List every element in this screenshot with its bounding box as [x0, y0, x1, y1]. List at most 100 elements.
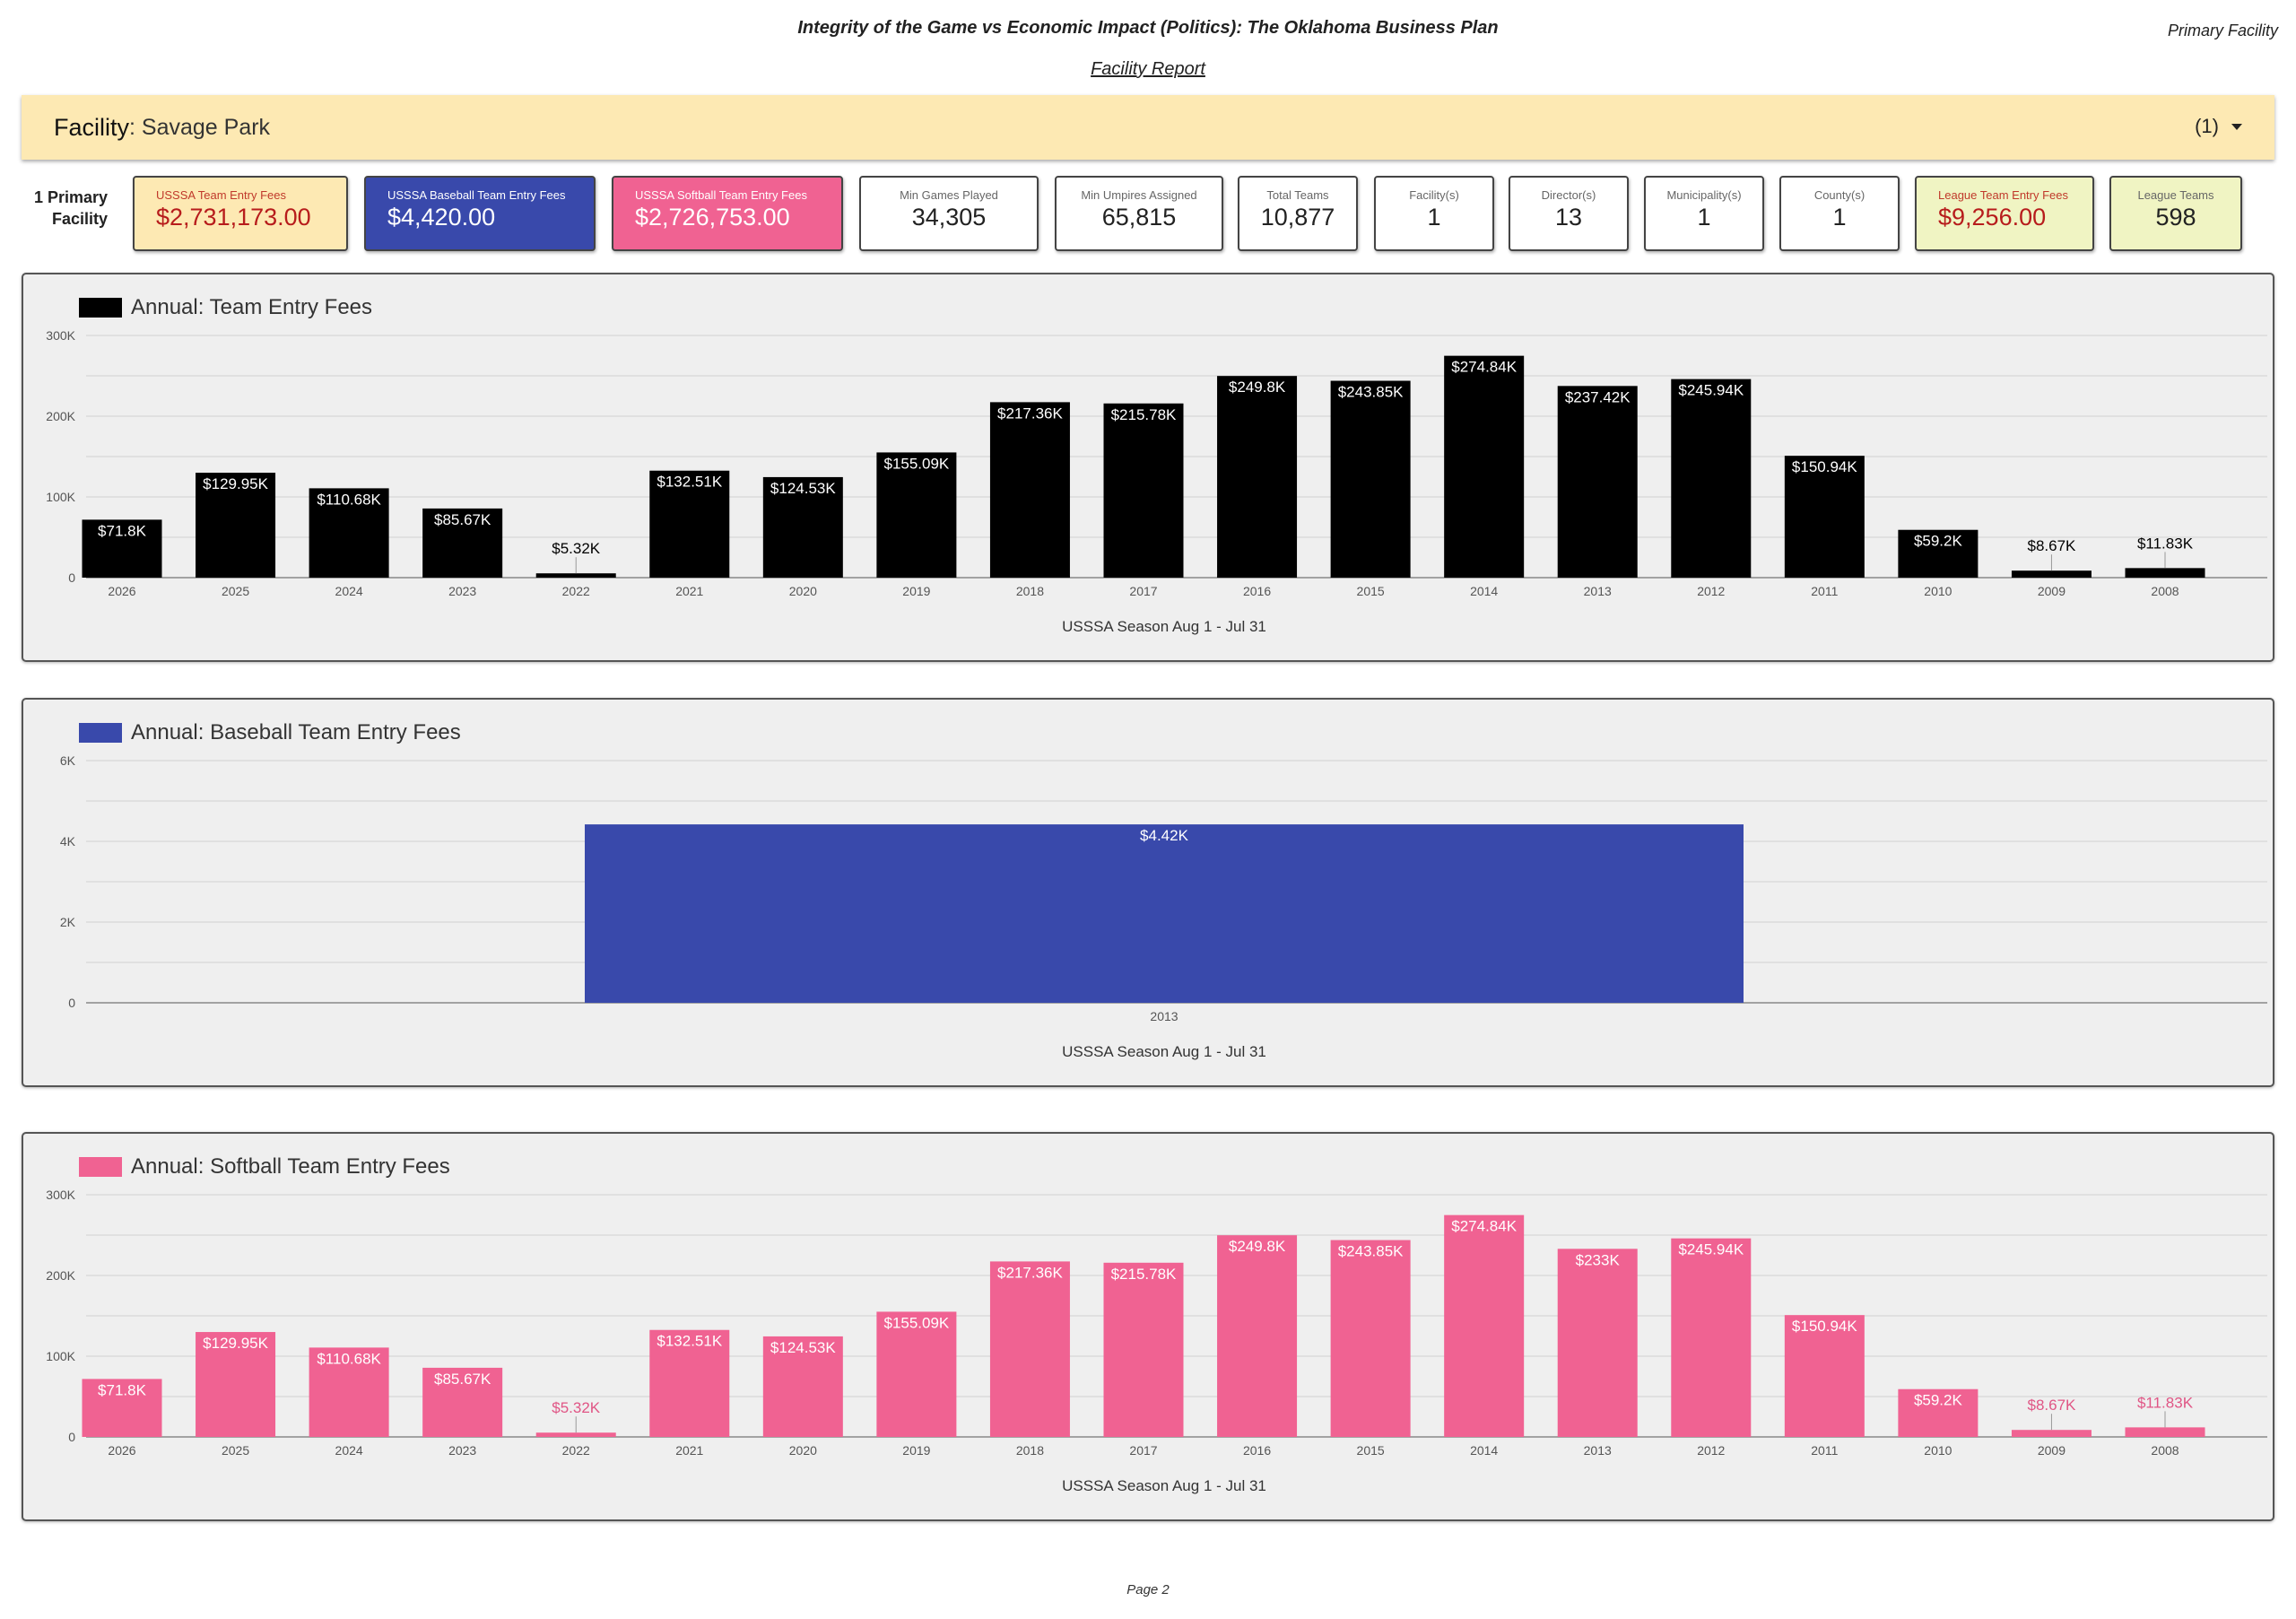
bar[interactable] [1671, 1238, 1752, 1437]
chart-svg: Annual: Baseball Team Entry Fees 0 2K 4K 6K $… [60, 720, 2267, 1060]
x-tick-label: 2023 [448, 584, 476, 598]
facility-filter-bar[interactable]: Facility: Savage Park (1) [22, 95, 2274, 160]
x-tick-label: 2014 [1470, 1443, 1498, 1458]
bar[interactable] [1330, 1240, 1411, 1437]
x-tick-label: 2024 [335, 584, 363, 598]
bar[interactable] [649, 1329, 730, 1437]
bar[interactable] [1444, 355, 1525, 578]
kpi-value: $2,731,173.00 [156, 204, 311, 231]
bar[interactable] [1557, 386, 1638, 578]
data-label: $155.09K [883, 455, 949, 472]
bar[interactable] [989, 1261, 1070, 1437]
kpi-card[interactable]: Min Umpires Assigned 65,815 [1055, 176, 1223, 251]
y-tick-label: 200K [46, 1268, 75, 1283]
chart-svg: Annual: Softball Team Entry Fees 0 100K 200… [46, 1154, 2267, 1494]
facility-filter-value: : Savage Park [129, 114, 271, 140]
bar[interactable] [2125, 1427, 2205, 1437]
x-tick-label: 2023 [448, 1443, 476, 1458]
x-tick-label: 2021 [675, 1443, 703, 1458]
data-label: $132.51K [657, 1333, 722, 1350]
data-label: $110.68K [317, 1350, 381, 1367]
bar[interactable] [1784, 456, 1865, 578]
data-label: $59.2K [1914, 533, 1963, 550]
kpi-card[interactable]: League Teams 598 [2109, 176, 2242, 251]
facility-dropdown[interactable]: (1) [2195, 115, 2242, 138]
kpi-card[interactable]: Director(s) 13 [1509, 176, 1629, 251]
y-tick-label: 300K [46, 1188, 75, 1202]
bar[interactable] [535, 1432, 616, 1437]
bar[interactable] [196, 473, 276, 578]
data-label: $237.42K [1565, 388, 1631, 405]
bar[interactable] [649, 470, 730, 578]
data-label: $59.2K [1914, 1392, 1963, 1409]
x-tick-label: 2019 [902, 584, 930, 598]
bar[interactable] [535, 573, 616, 578]
bar[interactable] [1898, 529, 1979, 578]
bar[interactable] [1444, 1214, 1525, 1437]
data-label: $233K [1576, 1251, 1621, 1268]
x-axis-label: USSSA Season Aug 1 - Jul 31 [1062, 618, 1266, 635]
kpi-card[interactable]: Municipality(s) 1 [1644, 176, 1764, 251]
data-label: $11.83K [2137, 1394, 2194, 1411]
kpi-card[interactable]: Facility(s) 1 [1374, 176, 1494, 251]
data-label: $11.83K [2137, 535, 2194, 552]
bar[interactable] [82, 1379, 162, 1437]
facility-filter-label: Facility [54, 113, 130, 141]
bar[interactable] [585, 824, 1744, 1003]
data-label: $217.36K [997, 1264, 1063, 1281]
kpi-value: $9,256.00 [1938, 204, 2047, 231]
y-tick-label: 300K [46, 328, 75, 343]
y-tick-label: 0 [68, 1430, 75, 1444]
caret-down-icon[interactable] [2231, 123, 2242, 130]
bar[interactable] [1898, 1388, 1979, 1437]
kpi-row-label-line1: 1 Primary [33, 188, 108, 206]
bar[interactable] [876, 452, 957, 578]
data-label: $245.94K [1678, 1241, 1744, 1258]
bar[interactable] [876, 1311, 957, 1437]
kpi-card[interactable]: USSSA Team Entry Fees $2,731,173.00 [133, 176, 348, 251]
bar[interactable] [2011, 1430, 2092, 1437]
chart-title: Annual: Baseball Team Entry Fees [131, 720, 461, 744]
bar[interactable] [309, 1347, 389, 1437]
bar[interactable] [1217, 1235, 1298, 1437]
x-tick-label: 2010 [1924, 1443, 1952, 1458]
x-axis-label: USSSA Season Aug 1 - Jul 31 [1062, 1477, 1266, 1494]
bar[interactable] [1671, 379, 1752, 578]
kpi-value: 34,305 [911, 204, 987, 231]
kpi-card[interactable]: County(s) 1 [1779, 176, 1900, 251]
bar[interactable] [422, 508, 503, 578]
kpi-card[interactable]: Min Games Played 34,305 [859, 176, 1039, 251]
bar[interactable] [1784, 1315, 1865, 1437]
bar[interactable] [309, 488, 389, 578]
report-subtitle[interactable]: Facility Report [1091, 59, 1205, 79]
legend-swatch [79, 1157, 122, 1177]
bar[interactable] [762, 1336, 843, 1437]
chart-svg: Annual: Team Entry Fees 0 100K 200K 300K $71.… [46, 295, 2267, 635]
bar[interactable] [1330, 380, 1411, 578]
kpi-card[interactable]: Total Teams 10,877 [1238, 176, 1358, 251]
bar[interactable] [2125, 568, 2205, 578]
x-tick-label: 2013 [1584, 584, 1612, 598]
x-tick-label: 2008 [2151, 1443, 2179, 1458]
bar[interactable] [422, 1367, 503, 1437]
data-label: $85.67K [434, 511, 491, 528]
kpi-card[interactable]: USSSA Softball Team Entry Fees $2,726,753… [612, 176, 843, 251]
bar[interactable] [1103, 403, 1184, 578]
data-label: $215.78K [1111, 406, 1177, 423]
data-label: $124.53K [770, 1339, 836, 1356]
bar[interactable] [989, 402, 1070, 578]
data-label: $215.78K [1111, 1266, 1177, 1283]
x-tick-label: 2011 [1811, 584, 1838, 598]
data-label: $8.67K [2027, 1397, 2076, 1414]
bar[interactable] [2011, 570, 2092, 578]
bar[interactable] [1557, 1249, 1638, 1437]
bar[interactable] [762, 476, 843, 578]
kpi-card[interactable]: League Team Entry Fees $9,256.00 [1915, 176, 2094, 251]
bar[interactable] [1103, 1262, 1184, 1437]
bar[interactable] [196, 1332, 276, 1437]
x-tick-label: 2024 [335, 1443, 363, 1458]
kpi-card[interactable]: USSSA Baseball Team Entry Fees $4,420.00 [364, 176, 596, 251]
kpi-label: USSSA Baseball Team Entry Fees [387, 188, 566, 202]
bar[interactable] [1217, 376, 1298, 578]
bar[interactable] [82, 519, 162, 578]
